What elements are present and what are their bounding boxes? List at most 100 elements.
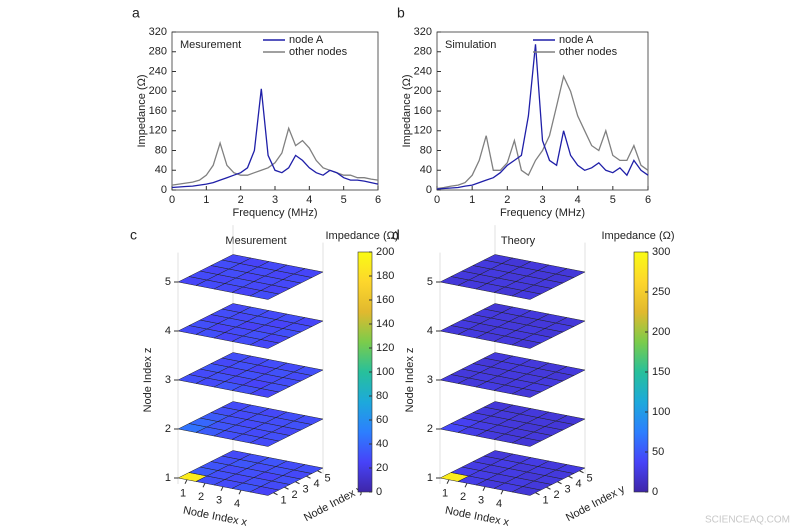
y-tick [579, 470, 584, 474]
y-tick-label: 200 [414, 85, 432, 97]
y-tick-label: 280 [149, 46, 167, 58]
x-tick-label: 1 [442, 488, 448, 500]
y-tick-label: 320 [149, 26, 167, 38]
heat-cell [555, 366, 586, 376]
z-tick-label: 3 [427, 374, 433, 386]
z-tick-label: 5 [427, 276, 433, 288]
colorbar-tick-label: 200 [652, 326, 670, 338]
y-tick-label: 200 [149, 85, 167, 97]
data-line [436, 44, 649, 190]
colorbar-tick-label: 100 [376, 366, 394, 378]
legend-label: node A [559, 34, 594, 46]
y-tick-label: 40 [155, 164, 167, 176]
legend-label: other nodes [559, 46, 618, 58]
y-tick-label: 1 [280, 495, 286, 507]
heat-cell [555, 415, 586, 425]
y-tick-label: 3 [302, 484, 308, 496]
heat-cell [555, 268, 586, 278]
x-tick-label: 0 [169, 194, 175, 206]
colorbar-tick-label: 140 [376, 318, 394, 330]
heat-cell [293, 268, 324, 278]
y-tick-label: 4 [313, 478, 319, 490]
x-tick [202, 483, 206, 488]
x-tick [220, 486, 224, 491]
x-tick-label: 1 [203, 194, 209, 206]
colorbar-tick-label: 80 [376, 390, 388, 402]
colorbar-tick-label: 20 [376, 462, 388, 474]
colorbar-tick-label: 100 [652, 406, 670, 418]
x-tick-label: 4 [306, 194, 312, 206]
colorbar-tick-label: 0 [652, 486, 658, 498]
y-tick-label: 5 [586, 473, 592, 485]
panel-label: b [397, 5, 405, 21]
y-tick-label: 160 [149, 105, 167, 117]
heat-cell [293, 464, 324, 474]
y-tick [273, 492, 278, 496]
x-tick-label: 1 [469, 194, 475, 206]
x-tick-label: 0 [434, 194, 440, 206]
x-axis-label: Frequency (MHz) [500, 207, 585, 219]
x-tick-label: 2 [238, 194, 244, 206]
y-tick-label: 320 [414, 26, 432, 38]
chart-title: Theory [501, 235, 536, 247]
x-tick [184, 479, 188, 484]
watermark: SCIENCEAQ.COM [705, 515, 790, 526]
x-tick [500, 490, 504, 495]
colorbar-label: Impedance (Ω) [601, 230, 674, 242]
x-tick-label: 2 [504, 194, 510, 206]
colorbar-tick-label: 160 [376, 294, 394, 306]
x-tick-label: 5 [610, 194, 616, 206]
y-tick [295, 481, 300, 485]
chart-title: Mesurement [180, 39, 241, 51]
panel-label: c [130, 227, 137, 243]
y-tick-label: 4 [575, 478, 581, 490]
x-tick-label: 4 [496, 498, 502, 510]
z-tick-label: 4 [427, 325, 433, 337]
z-axis-label: Node Index z [142, 348, 154, 413]
y-tick [535, 492, 540, 496]
y-tick [568, 475, 573, 479]
y-tick-label: 280 [414, 46, 432, 58]
colorbar-tick-label: 250 [652, 286, 670, 298]
z-tick-label: 1 [427, 472, 433, 484]
panel-label: a [132, 5, 140, 21]
y-axis-label: Impedance (Ω) [136, 74, 148, 147]
heat-cell [555, 464, 586, 474]
y-tick-label: 240 [149, 65, 167, 77]
z-tick-label: 3 [165, 374, 171, 386]
x-tick [464, 483, 468, 488]
y-tick-label: 80 [420, 144, 432, 156]
heat-cell [293, 415, 324, 425]
heat-cell [293, 317, 324, 327]
y-tick-label: 80 [155, 144, 167, 156]
x-tick-label: 1 [180, 488, 186, 500]
x-axis-label: Frequency (MHz) [233, 207, 318, 219]
x-tick-label: 2 [198, 491, 204, 503]
x-tick-label: 3 [478, 495, 484, 507]
z-axis-label: Node Index z [404, 348, 416, 413]
x-tick-label: 6 [645, 194, 651, 206]
y-tick-label: 3 [564, 484, 570, 496]
y-tick [284, 486, 289, 490]
legend-label: other nodes [289, 46, 348, 58]
colorbar-tick-label: 300 [652, 246, 670, 258]
colorbar-tick-label: 150 [652, 366, 670, 378]
x-tick-label: 3 [272, 194, 278, 206]
x-tick [238, 490, 242, 495]
y-tick [557, 481, 562, 485]
heat-cell [293, 366, 324, 376]
colorbar-tick-label: 180 [376, 270, 394, 282]
heat-cell [555, 317, 586, 327]
colorbar-tick-label: 50 [652, 446, 664, 458]
y-tick-label: 1 [542, 495, 548, 507]
x-tick-label: 4 [234, 498, 240, 510]
y-tick-label: 120 [414, 125, 432, 137]
y-tick-label: 5 [324, 473, 330, 485]
y-tick-label: 240 [414, 65, 432, 77]
y-tick-label: 120 [149, 125, 167, 137]
y-axis-label: Impedance (Ω) [401, 74, 413, 147]
x-tick-label: 3 [216, 495, 222, 507]
colorbar-tick-label: 40 [376, 438, 388, 450]
